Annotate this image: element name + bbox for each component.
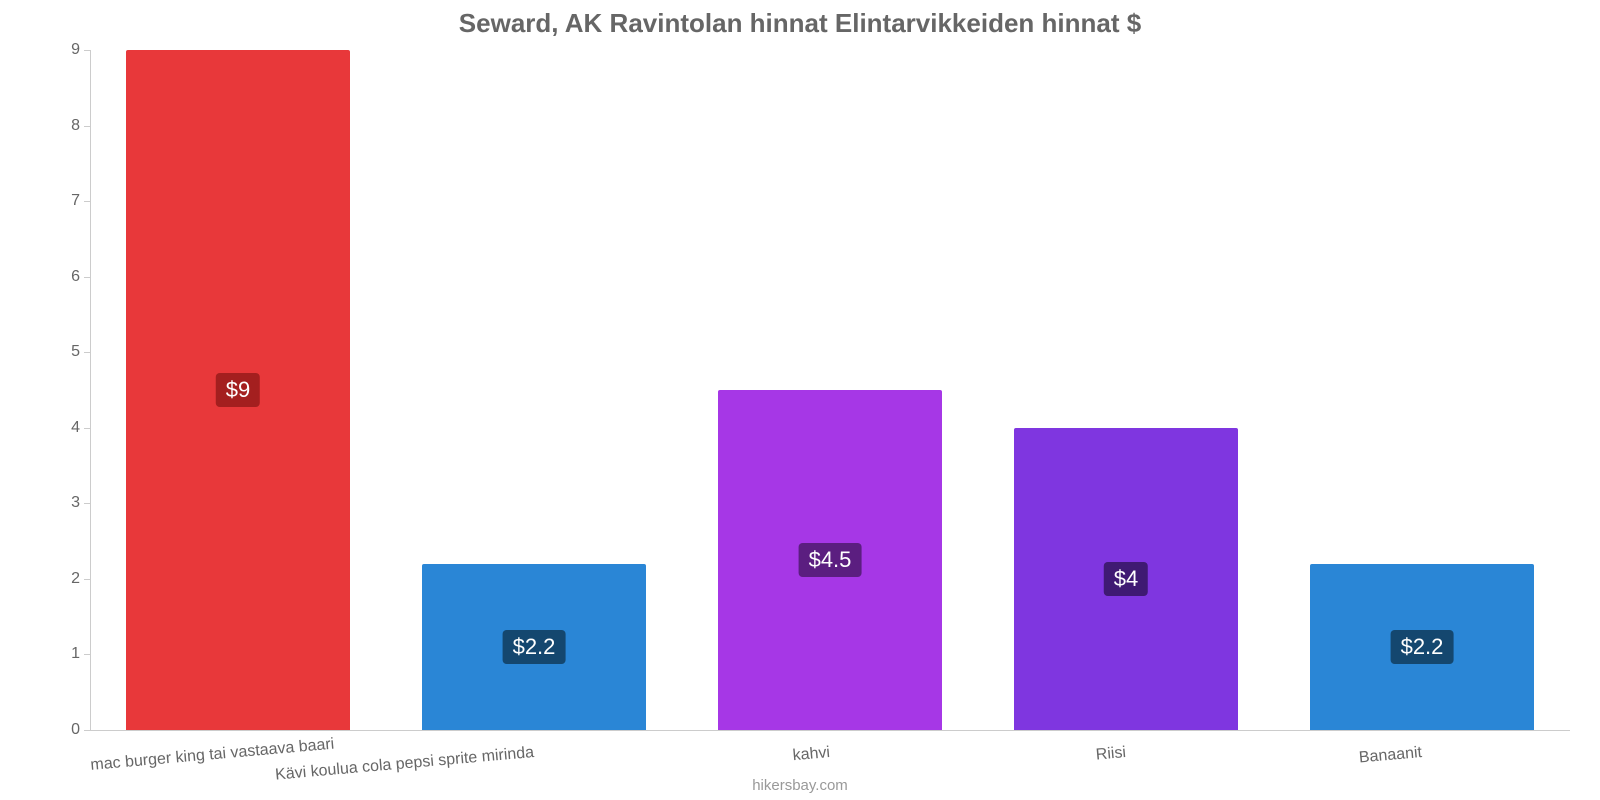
bar-value-badge: $2.2 — [503, 630, 566, 664]
x-axis — [90, 730, 1570, 731]
y-tick-mark — [84, 579, 90, 580]
y-tick-mark — [84, 126, 90, 127]
y-tick-mark — [84, 352, 90, 353]
y-tick-label: 7 — [71, 192, 80, 210]
bar-value-badge: $4.5 — [799, 543, 862, 577]
x-axis-label: mac burger king tai vastaava baari — [90, 744, 239, 775]
y-tick-mark — [84, 201, 90, 202]
y-tick-mark — [84, 503, 90, 504]
y-tick-label: 9 — [71, 41, 80, 59]
price-bar-chart: Seward, AK Ravintolan hinnat Elintarvikk… — [0, 0, 1600, 800]
plot-area: 0123456789$9mac burger king tai vastaava… — [90, 50, 1570, 730]
y-tick-mark — [84, 654, 90, 655]
y-tick-label: 8 — [71, 117, 80, 135]
bar-value-badge: $9 — [216, 373, 260, 407]
chart-credit: hikersbay.com — [0, 777, 1600, 794]
y-axis — [90, 50, 91, 730]
y-tick-label: 1 — [71, 645, 80, 663]
y-tick-mark — [84, 428, 90, 429]
y-tick-mark — [84, 50, 90, 51]
y-tick-label: 5 — [71, 343, 80, 361]
y-tick-mark — [84, 730, 90, 731]
y-tick-mark — [84, 277, 90, 278]
y-tick-label: 2 — [71, 570, 80, 588]
bar-value-badge: $2.2 — [1391, 630, 1454, 664]
bar-value-badge: $4 — [1104, 562, 1148, 596]
y-tick-label: 0 — [71, 721, 80, 739]
y-tick-label: 4 — [71, 419, 80, 437]
chart-title: Seward, AK Ravintolan hinnat Elintarvikk… — [0, 8, 1600, 39]
y-tick-label: 3 — [71, 494, 80, 512]
y-tick-label: 6 — [71, 268, 80, 286]
